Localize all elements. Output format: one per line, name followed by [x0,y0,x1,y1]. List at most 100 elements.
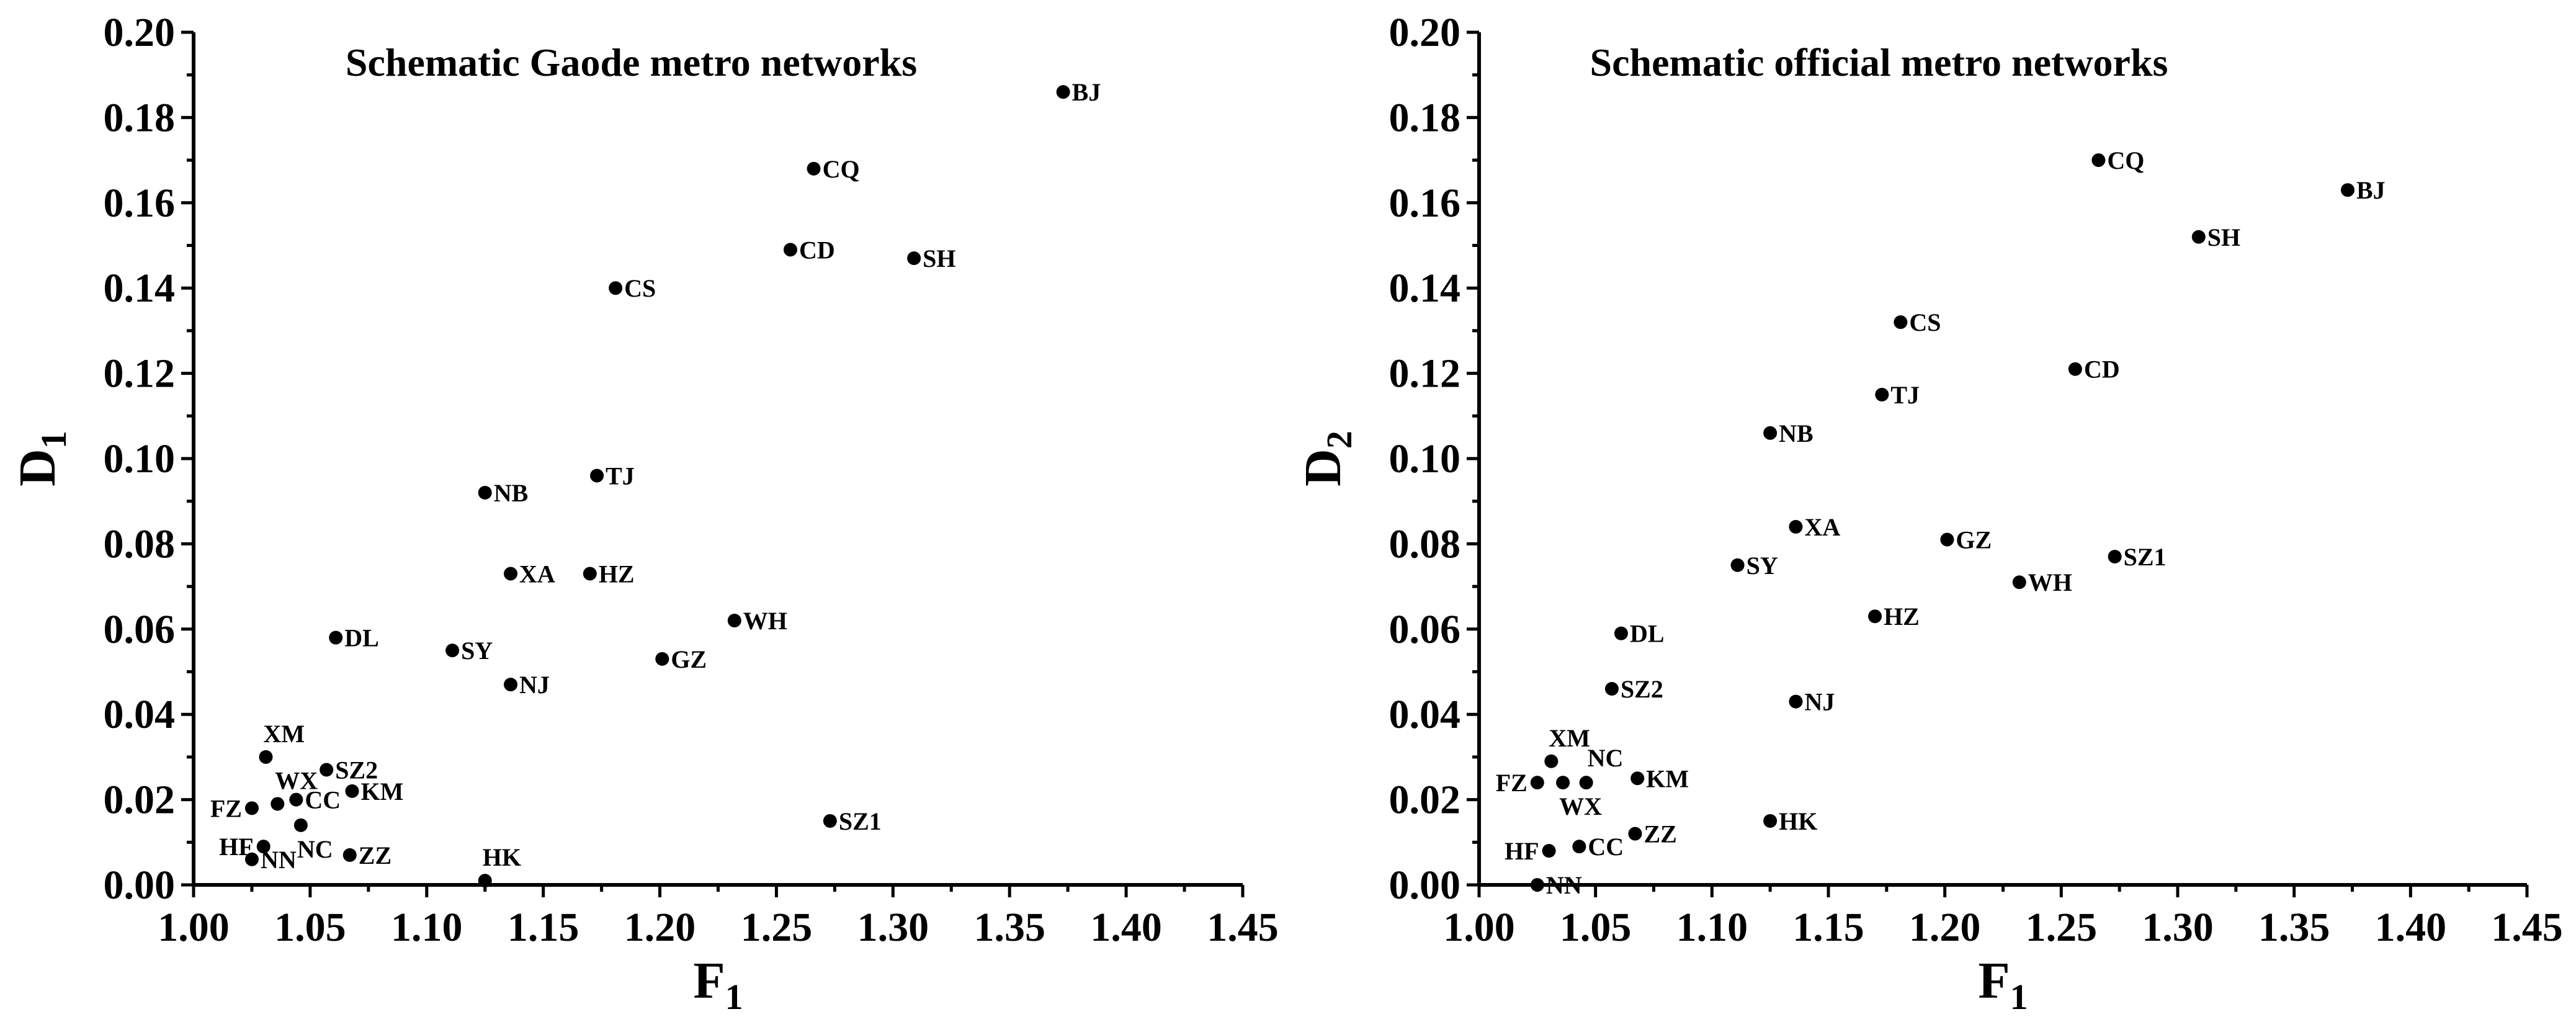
x-tick-label: 1.00 [158,905,230,950]
data-label-sh: SH [923,244,955,272]
data-label-sh: SH [2207,223,2240,251]
data-point-cc [1572,840,1586,854]
data-point-sy [445,644,460,658]
data-label-nn: NN [1546,871,1582,899]
y-tick-label: 0.00 [104,863,176,908]
y-tick-label: 0.12 [104,351,176,397]
data-point-nb [1763,426,1778,440]
y-tick-label: 0.06 [104,607,176,652]
data-point-hf [256,840,271,854]
data-point-cd [2068,362,2082,376]
data-point-cq [2091,153,2106,168]
data-point-xm [259,750,273,764]
data-point-fz [1530,776,1544,790]
x-tick-label: 1.20 [624,905,696,950]
data-label-hz: HZ [599,560,635,588]
y-tick-label: 0.14 [1389,266,1461,311]
y-axis-title-main: D [1294,449,1352,487]
data-point-bj [2340,183,2355,197]
data-point-km [1630,771,1645,786]
data-point-xm [1544,754,1559,768]
x-tick-label: 1.10 [1676,905,1748,950]
data-label-cc: CC [1588,833,1624,861]
data-label-nc: NC [1588,744,1624,772]
data-label-tj: TJ [606,462,635,490]
x-tick-label: 1.25 [741,905,813,950]
data-label-km: KM [361,778,404,805]
data-point-xa [504,567,518,581]
x-tick-label: 1.35 [2258,905,2330,950]
data-label-wh: WH [743,607,787,635]
x-axis-title: F1 [1978,952,2028,1017]
x-tick-label: 1.15 [508,905,579,950]
data-point-nc [293,818,308,832]
data-label-zz: ZZ [1644,820,1676,848]
data-label-sz2: SZ2 [335,756,378,784]
x-tick-label: 1.00 [1443,905,1515,950]
data-label-nj: NJ [519,671,550,699]
data-label-cc: CC [305,786,341,814]
y-tick-label: 0.18 [104,95,176,140]
data-label-nj: NJ [1804,688,1835,716]
data-label-sz2: SZ2 [1621,675,1663,703]
data-point-tj [1875,387,1889,401]
data-label-zz: ZZ [359,841,391,869]
data-point-wh [2012,575,2026,590]
data-label-hk: HK [1779,807,1817,835]
data-point-sh [2191,230,2206,244]
data-point-wx [1556,776,1570,790]
data-point-gz [1940,532,1954,547]
x-axis-title-main: F [693,952,725,1010]
x-tick-label: 1.25 [2026,905,2098,950]
y-tick-label: 0.00 [1389,863,1461,908]
data-label-wx: WX [1559,792,1602,820]
data-point-sz2 [320,763,334,777]
data-label-cq: CQ [823,155,860,183]
y-tick-label: 0.16 [1389,181,1461,226]
y-tick-label: 0.02 [104,778,176,823]
y-tick-label: 0.18 [1389,95,1461,140]
y-tick-label: 0.10 [1389,436,1461,482]
y-tick-label: 0.12 [1389,351,1461,397]
data-point-cq [807,161,821,176]
y-axis-title-subscript: 1 [34,431,74,449]
data-label-cq: CQ [2107,146,2144,174]
data-point-cc [289,792,303,807]
y-tick-label: 0.04 [104,692,176,737]
y-tick-label: 0.20 [1389,10,1461,55]
y-tick-label: 0.16 [104,181,176,226]
data-label-hf: HF [1505,837,1539,865]
data-point-gz [655,652,669,666]
data-label-gz: GZ [671,645,707,673]
x-tick-label: 1.45 [2491,905,2563,950]
data-point-hz [583,567,597,581]
data-point-sz1 [2108,550,2122,564]
data-point-bj [1056,85,1070,99]
data-point-cs [609,281,623,295]
x-tick-label: 1.05 [1560,905,1632,950]
data-point-hk [1763,814,1778,828]
data-label-cd: CD [799,236,835,264]
data-point-sz1 [823,814,837,828]
data-label-fz: FZ [210,794,242,822]
data-point-nn [1530,878,1544,892]
data-label-sz1: SZ1 [839,807,882,835]
data-label-hk: HK [483,843,521,871]
data-label-xm: XM [1549,724,1590,752]
data-label-sy: SY [461,637,493,665]
y-tick-label: 0.08 [104,521,176,567]
y-tick-label: 0.10 [104,436,176,482]
data-label-nb: NB [494,479,529,507]
data-label-xa: XA [519,560,555,588]
data-label-nn: NN [261,846,297,874]
data-point-km [345,784,359,798]
data-point-zz [1628,827,1642,841]
data-point-nb [478,485,492,500]
data-point-fz [244,801,259,815]
data-label-nb: NB [1779,419,1813,447]
chart-title: Schematic Gaode metro networks [346,40,917,84]
data-point-nc [1579,776,1593,790]
data-point-sh [907,251,921,266]
data-point-wh [727,614,741,628]
